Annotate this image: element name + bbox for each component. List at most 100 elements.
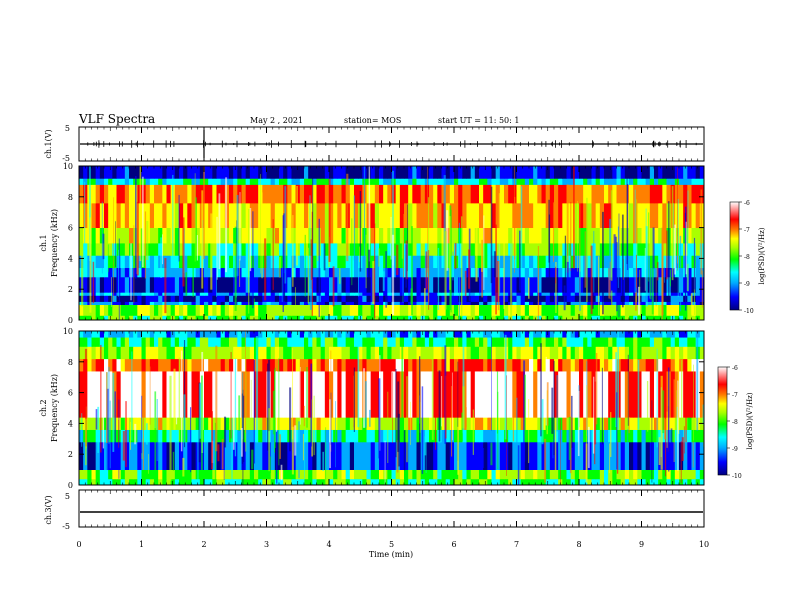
spectrogram-cell (212, 478, 217, 485)
spectrogram-cell (645, 184, 651, 204)
spectrogram-cell (516, 202, 522, 228)
spectrogram-cell (583, 202, 588, 228)
spectrogram-cell (691, 276, 697, 293)
spectrogram-streak (664, 419, 667, 440)
spectrogram-cell (91, 331, 97, 338)
spectrogram-cell (508, 166, 513, 179)
spectrogram-cell (154, 178, 159, 185)
spectrogram-cell (333, 178, 338, 185)
spectrogram-cell (679, 166, 684, 179)
spectrogram-cell (695, 429, 701, 443)
spectrogram-cell (566, 295, 572, 302)
spectrogram-cell (262, 178, 267, 185)
spectrogram-cell (287, 304, 292, 316)
spectrogram-cell (283, 178, 288, 185)
spectrogram-cell (479, 178, 484, 185)
spectrogram-streak (378, 248, 380, 267)
spectrogram-cell (399, 202, 405, 228)
spectrogram-cell (170, 371, 176, 418)
spectrogram-cell (212, 304, 217, 316)
spectrogram-cell (641, 295, 647, 302)
spectrogram-streak (214, 422, 216, 483)
spectrogram-streak (445, 375, 447, 439)
spectrogram-cell (320, 166, 326, 179)
spectrogram-cell (529, 358, 534, 372)
spectrogram-cell (691, 331, 697, 338)
spectrogram-cell (333, 267, 338, 278)
spectrogram-cell (120, 346, 126, 360)
spectrogram-cell (629, 417, 634, 430)
spectrogram-cell (158, 166, 163, 179)
spectrogram-cell (699, 429, 704, 443)
spectrogram-cell (549, 267, 555, 278)
spectrogram-streak (677, 380, 679, 471)
spectrogram-cell (579, 184, 584, 204)
spectrogram-cell (449, 441, 455, 470)
spectrogram-cell (237, 478, 242, 485)
spectrogram-cell (687, 178, 692, 185)
spectrogram-cell (349, 166, 355, 179)
spectrogram-cell (437, 337, 442, 347)
spectrogram-cell (220, 267, 226, 278)
spectrogram-cell (541, 331, 547, 338)
spectrogram-cell (495, 178, 501, 185)
spectrogram-cell (545, 295, 551, 302)
spectrogram-cell (266, 346, 272, 360)
spectrogram-cell (491, 243, 497, 256)
spectrogram-cell (324, 331, 330, 338)
spectrogram-cell (687, 331, 692, 338)
spectrogram-cell (270, 184, 276, 204)
spectrogram-streak (387, 391, 389, 464)
spectrogram-cell (604, 358, 609, 372)
spectrogram-cell (370, 243, 376, 256)
spectrogram-cell (454, 301, 459, 305)
spectrogram-cell (220, 202, 226, 228)
spectrogram-streak (517, 445, 520, 485)
spectrogram-cell (416, 337, 422, 347)
spectrogram-cell (141, 267, 147, 278)
spectrogram-cell (191, 417, 197, 430)
spectrogram-cell (212, 371, 217, 418)
spectrogram-cell (399, 331, 405, 338)
spectrogram-cell (124, 166, 130, 179)
spectrogram-cell (337, 184, 342, 204)
spectrogram-cell (329, 227, 334, 244)
spectrogram-cell (499, 184, 505, 204)
spectrogram-cell (574, 315, 580, 320)
spectrogram-cell (162, 441, 167, 470)
spectrogram-cell (262, 227, 267, 244)
spectrogram-cell (516, 292, 522, 296)
spectrogram-cell (312, 346, 317, 360)
spectrogram-cell (420, 292, 426, 296)
spectrogram-cell (99, 295, 105, 302)
spectrogram-cell (116, 331, 122, 338)
spectrogram-cell (562, 184, 567, 204)
spectrogram-cell (512, 478, 517, 485)
spectrogram-cell (504, 267, 509, 278)
spectrogram-cell (104, 358, 109, 372)
spectrogram-cell (149, 346, 155, 360)
spectrogram-cell (554, 243, 559, 256)
spectrogram-cell (237, 358, 242, 372)
spectrogram-cell (83, 292, 88, 296)
spectrogram-cell (154, 304, 159, 316)
spectrogram-cell (412, 267, 417, 278)
spectrogram-cell (324, 292, 330, 296)
spectrogram-cell (174, 331, 180, 338)
spectrogram-cell (408, 202, 413, 228)
spectrogram-cell (283, 371, 288, 418)
spectrogram-cell (462, 331, 467, 338)
spectrogram-cell (204, 304, 209, 316)
spectrogram-cell (391, 469, 397, 480)
spectrogram-cell (191, 295, 197, 302)
spectrogram-cell (674, 292, 680, 296)
spectrogram-cell (337, 417, 342, 430)
spectrogram-cell (308, 469, 313, 480)
spectrogram-cell (249, 304, 255, 316)
spectrogram-cell (224, 346, 230, 360)
spectrogram-cell (270, 478, 276, 485)
spectrogram-cell (154, 337, 159, 347)
spectrogram-cell (316, 371, 322, 418)
spectrogram-cell (470, 469, 476, 480)
spectrogram-cell (549, 184, 555, 204)
